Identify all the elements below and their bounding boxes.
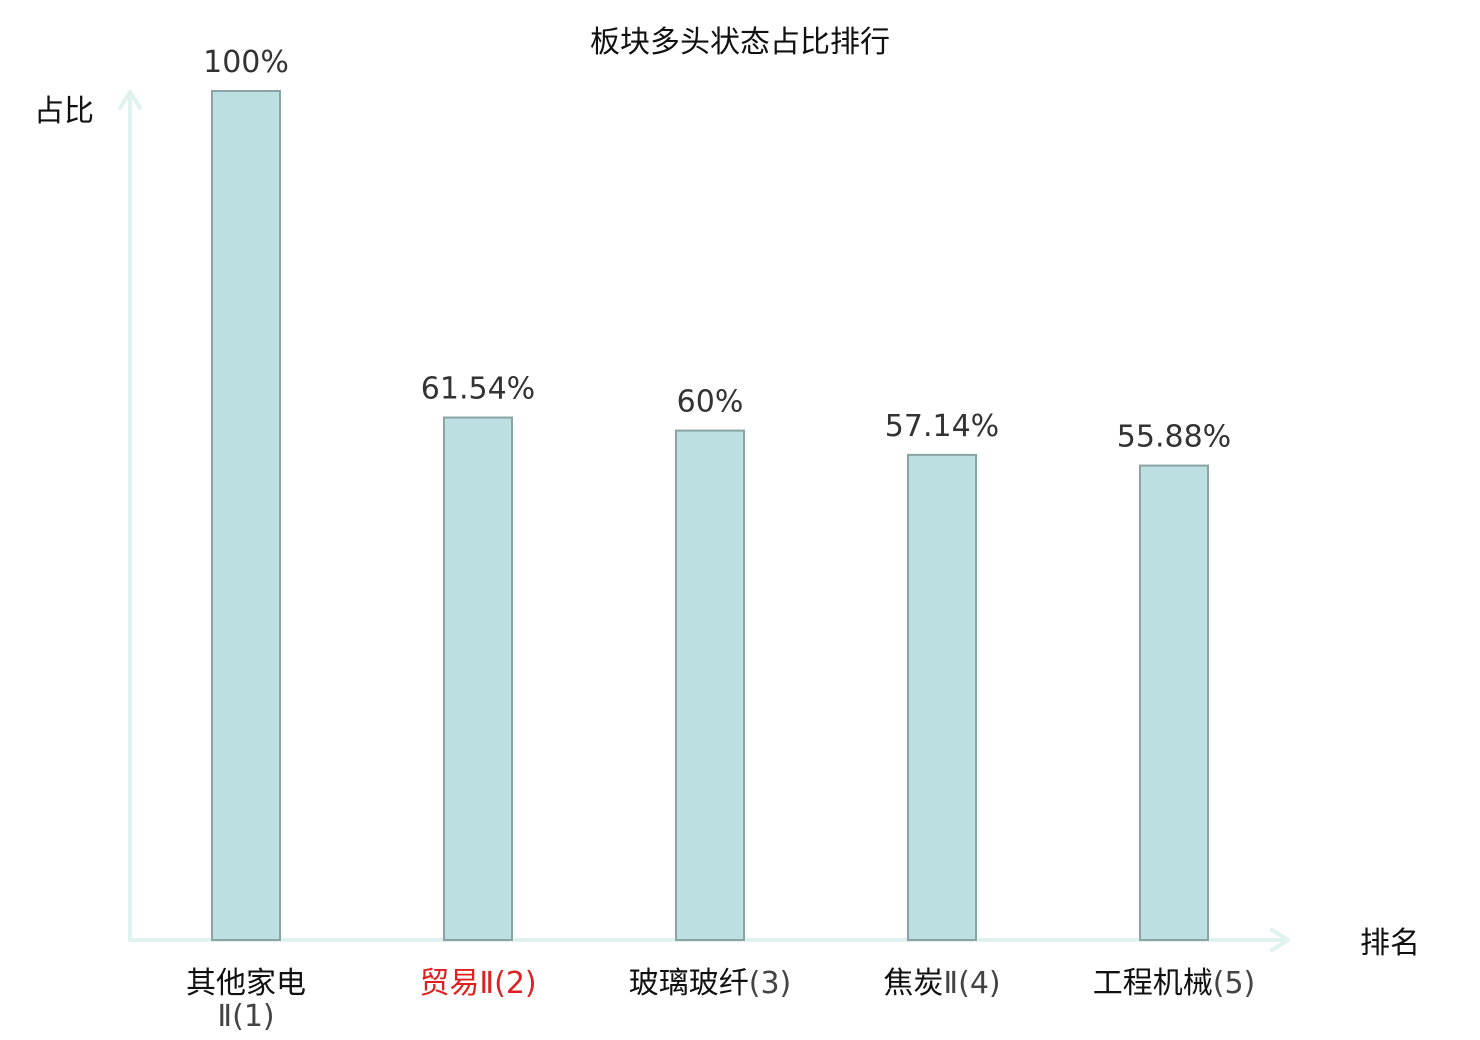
bar	[1139, 464, 1209, 941]
bar-value-label: 57.14%	[885, 409, 999, 444]
bar	[907, 453, 977, 941]
category-labels-group: 其他家电 Ⅱ(1) 贸易Ⅱ(2) 玻璃玻纤(3) 焦炭Ⅱ(4) 工程机械(5)	[186, 966, 1255, 1034]
x-axis-label: 排名	[1360, 926, 1420, 961]
chart-title: 板块多头状态占比排行	[590, 25, 890, 60]
bars-group	[211, 90, 1209, 941]
category-label: 焦炭Ⅱ(4)	[883, 966, 1000, 1001]
bar	[675, 429, 745, 941]
y-axis-label: 占比	[34, 94, 94, 129]
bar-value-label: 55.88%	[1117, 420, 1231, 455]
category-label: 其他家电 Ⅱ(1)	[186, 966, 306, 1034]
category-label: 贸易Ⅱ(2)	[419, 966, 536, 1001]
x-axis-arrow	[1270, 928, 1290, 952]
bar	[211, 90, 281, 941]
category-label: 工程机械(5)	[1093, 966, 1256, 1001]
bar-value-label: 61.54%	[421, 372, 535, 407]
y-axis-arrow	[118, 90, 142, 110]
category-label: 玻璃玻纤(3)	[629, 966, 792, 1001]
bar-value-label: 100%	[203, 45, 289, 80]
bar-value-label: 60%	[677, 385, 744, 420]
value-labels-group: 100% 61.54% 60% 57.14% 55.88%	[203, 45, 1231, 455]
bar	[443, 416, 513, 941]
